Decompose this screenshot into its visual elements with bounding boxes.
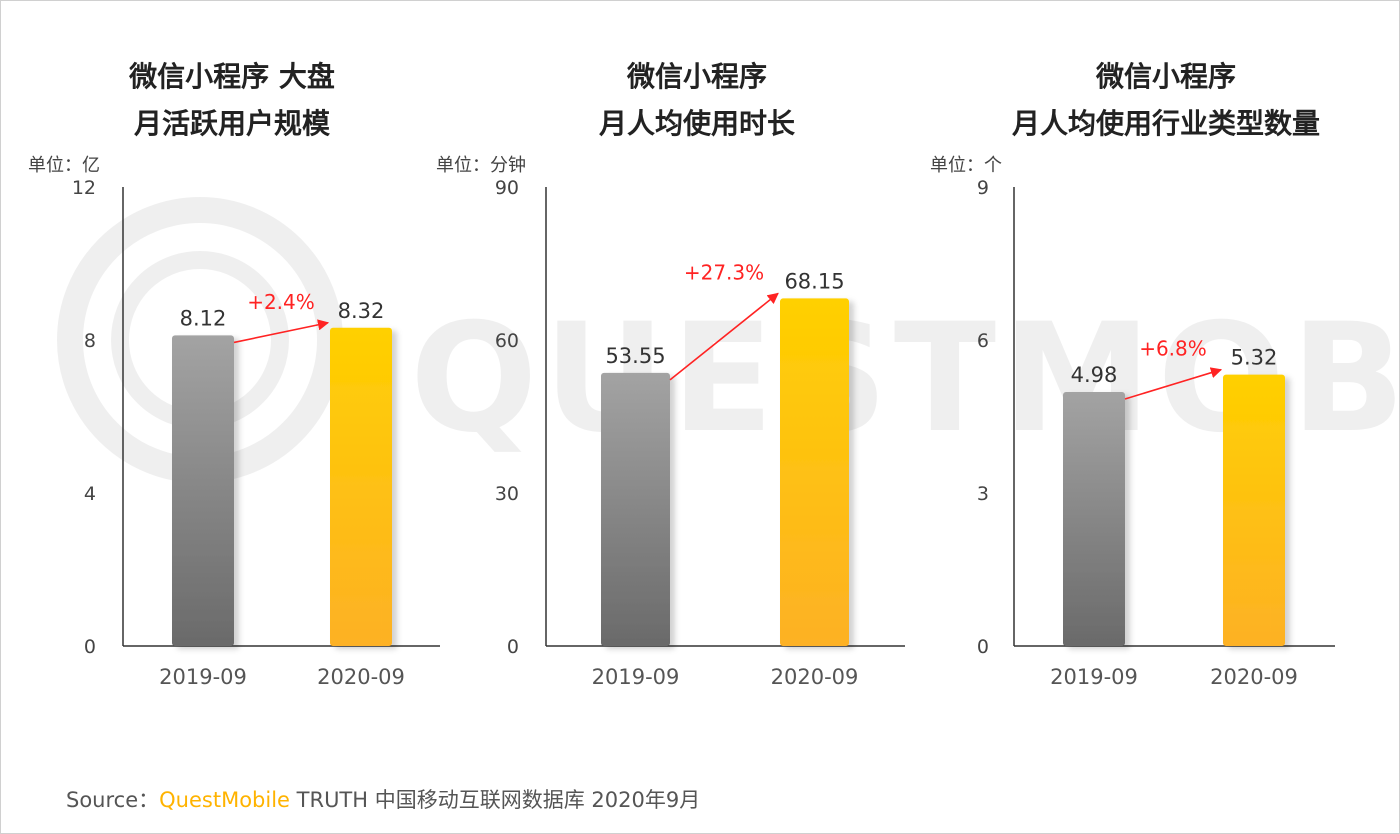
chart-title-line: 微信小程序	[1095, 60, 1236, 93]
growth-arrow	[1124, 367, 1223, 400]
x-tick-label: 2019-09	[159, 665, 247, 689]
growth-label: +2.4%	[247, 290, 315, 314]
value-label: 5.32	[1231, 346, 1278, 370]
bar	[172, 335, 234, 646]
unit-label: 单位：分钟	[436, 155, 526, 176]
y-tick-label: 4	[84, 483, 96, 505]
bar	[780, 298, 849, 646]
value-label: 53.55	[605, 344, 665, 368]
y-tick-label: 60	[495, 330, 519, 352]
y-tick-label: 3	[977, 483, 989, 505]
value-label: 68.15	[784, 269, 844, 293]
y-tick-label: 0	[977, 636, 989, 658]
x-tick-label: 2019-09	[1050, 665, 1138, 689]
chart-title-line: 微信小程序	[626, 60, 767, 93]
source-prefix: Source：	[66, 788, 160, 812]
y-tick-label: 8	[84, 330, 96, 352]
unit-label: 单位：个	[930, 155, 1002, 176]
bar	[1063, 392, 1125, 646]
bar	[330, 327, 392, 646]
x-tick-label: 2020-09	[317, 665, 405, 689]
growth-arrow	[669, 292, 779, 381]
chart-title-line: 月人均使用行业类型数量	[1011, 107, 1320, 140]
unit-label: 单位：亿	[28, 155, 100, 176]
y-tick-label: 12	[72, 177, 96, 199]
chart-title-line: 微信小程序 大盘	[128, 60, 335, 93]
y-tick-label: 0	[84, 636, 96, 658]
growth-label: +6.8%	[1139, 337, 1207, 361]
chart-title-line: 月人均使用时长	[598, 107, 795, 140]
value-label: 8.32	[338, 299, 385, 323]
value-label: 8.12	[180, 306, 227, 330]
x-tick-label: 2020-09	[1210, 665, 1298, 689]
y-tick-label: 0	[507, 636, 519, 658]
y-tick-label: 9	[977, 177, 989, 199]
source-note: Source：QuestMobile TRUTH 中国移动互联网数据库 2020…	[66, 784, 700, 814]
growth-arrow	[233, 319, 330, 344]
y-tick-label: 6	[977, 330, 989, 352]
source-brand: QuestMobile	[159, 788, 290, 812]
y-tick-label: 90	[495, 177, 519, 199]
y-tick-label: 30	[495, 483, 519, 505]
bar	[601, 372, 670, 646]
x-tick-label: 2020-09	[771, 665, 859, 689]
growth-label: +27.3%	[684, 260, 764, 284]
value-label: 4.98	[1071, 363, 1118, 387]
chart-title-line: 月活跃用户规模	[133, 107, 331, 140]
x-tick-label: 2019-09	[592, 665, 680, 689]
source-suffix: TRUTH 中国移动互联网数据库 2020年9月	[289, 788, 701, 812]
bar	[1223, 374, 1285, 646]
